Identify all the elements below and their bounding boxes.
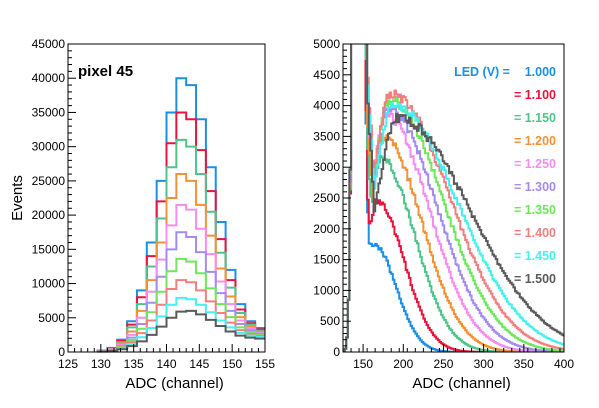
series-line-1.200	[96, 173, 265, 353]
y-tick-label: 3000	[313, 160, 340, 174]
left-panel: 125 130 135 140 145 150 155 0 5000 10000 15000 2000…	[9, 37, 275, 392]
series-line-1.100	[343, 44, 564, 352]
series-line-1.450	[343, 44, 564, 352]
y-tick-label: 5000	[38, 311, 65, 325]
series-line-1.350	[343, 44, 564, 352]
legend-title: LED (V) =	[454, 65, 510, 79]
series-line-1.400	[343, 44, 564, 352]
legend-entry-1.200: = 1.200	[514, 134, 556, 148]
right-axis-ticks: 150 200 250 300 350 4000500100015002000250030…	[313, 37, 574, 371]
y-tick-label: 25000	[32, 174, 66, 188]
series-line-1.300	[343, 44, 564, 352]
legend-entry-1.150: = 1.150	[514, 111, 556, 125]
y-tick-label: 1000	[313, 283, 340, 297]
pixel-label: pixel 45	[78, 63, 133, 80]
y-tick-label: 2000	[313, 222, 340, 236]
y-tick-label: 500	[320, 314, 340, 328]
right-x-axis-title: ADC (channel)	[412, 375, 510, 392]
legend-entry-1.400: = 1.400	[514, 226, 556, 240]
legend-entry-1.250: = 1.250	[514, 157, 556, 171]
x-tick-label: 200	[393, 357, 413, 371]
x-tick-label: 350	[514, 357, 534, 371]
x-tick-label: 155	[255, 357, 275, 371]
series-line-1.000	[343, 44, 564, 352]
y-tick-label: 1500	[313, 253, 340, 267]
series-line-1.250	[96, 203, 265, 353]
y-tick-label: 10000	[32, 277, 66, 291]
x-tick-label: 135	[124, 357, 144, 371]
y-axis-title: Events	[9, 175, 26, 221]
series-line-1.300	[96, 231, 265, 353]
right-series-group	[343, 44, 564, 352]
x-tick-label: 150	[222, 357, 242, 371]
x-tick-label: 300	[474, 357, 494, 371]
x-tick-label: 150	[353, 357, 373, 371]
x-tick-label: 250	[433, 357, 453, 371]
left-x-axis-title: ADC (channel)	[125, 375, 223, 392]
y-tick-label: 4000	[313, 99, 340, 113]
y-tick-label: 2500	[313, 191, 340, 205]
y-tick-label: 0	[58, 345, 65, 359]
y-tick-label: 45000	[32, 37, 66, 51]
x-tick-label: 400	[554, 357, 574, 371]
left-series-group	[96, 77, 265, 353]
y-tick-label: 0	[333, 345, 340, 359]
y-tick-label: 40000	[32, 71, 66, 85]
legend-entry-1.500: = 1.500	[514, 272, 556, 286]
y-tick-label: 4500	[313, 68, 340, 82]
y-tick-label: 5000	[313, 37, 340, 51]
legend-entry-1.100: = 1.100	[514, 88, 556, 102]
x-tick-label: 125	[58, 357, 78, 371]
y-tick-label: 35000	[32, 105, 66, 119]
series-line-1.500	[96, 309, 265, 353]
x-tick-label: 145	[189, 357, 209, 371]
series-line-1.350	[96, 257, 265, 353]
left-axis-ticks: 125 130 135 140 145 150 155 0 5000 10000 15000 2000…	[32, 37, 276, 371]
x-tick-label: 130	[91, 357, 111, 371]
series-line-1.500	[343, 44, 564, 352]
right-panel: 150 200 250 300 350 4000500100015002000250030…	[313, 37, 574, 392]
legend: LED (V) = 1.000 = 1.100 = 1.150 = 1.200 = 1.2…	[454, 65, 556, 286]
legend-entry-1.000: 1.000	[525, 65, 556, 79]
y-tick-label: 3500	[313, 129, 340, 143]
legend-entry-1.350: = 1.350	[514, 203, 556, 217]
x-tick-label: 140	[156, 357, 176, 371]
legend-entry-1.300: = 1.300	[514, 180, 556, 194]
legend-entry-1.450: = 1.450	[514, 249, 556, 263]
y-tick-label: 30000	[32, 140, 66, 154]
y-tick-label: 15000	[32, 242, 66, 256]
y-tick-label: 20000	[32, 208, 66, 222]
